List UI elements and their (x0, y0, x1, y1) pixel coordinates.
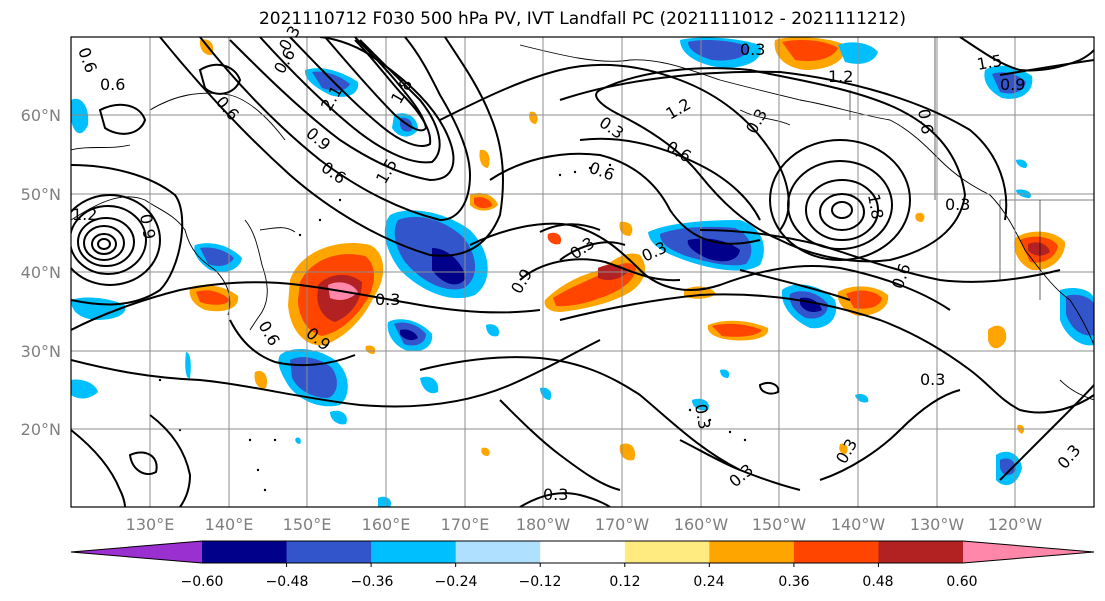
contour-label: 1.2 (828, 67, 853, 86)
negative-anomaly-fill (71, 37, 1094, 507)
contour-label: 0.3 (375, 290, 400, 309)
lat-tick-label: 20°N (21, 420, 61, 439)
colorbar-extend-high (963, 541, 1094, 563)
contour-label: 0.3 (945, 195, 970, 214)
colorbar-tick-label: −0.12 (519, 574, 562, 590)
positive-anomaly-fill (189, 37, 1066, 461)
lon-tick-label: 180°W (516, 515, 571, 534)
colorbar-tick-label: −0.48 (266, 574, 309, 590)
island-dots (158, 163, 747, 492)
colorbar-tick-label: −0.36 (351, 574, 394, 590)
contour-label: 0.6 (100, 75, 125, 94)
lon-tick-label: 130°W (910, 515, 965, 534)
contour-label: 0.3 (740, 40, 765, 59)
lon-tick-label: 150°E (283, 515, 332, 534)
colorbar-tick-label: 0.24 (693, 574, 724, 590)
coastlines (71, 37, 1094, 401)
colorbar-tick-label: −0.24 (435, 574, 478, 590)
colorbar-tick-label: 0.60 (946, 574, 977, 590)
contour-label: 1.5 (975, 51, 1003, 74)
contour-label: 1.2 (72, 205, 97, 224)
lon-tick-label: 170°W (595, 515, 650, 534)
lat-tick-labels: 20°N 30°N 40°N 50°N 60°N (21, 106, 61, 439)
lon-tick-label: 150°W (752, 515, 807, 534)
colorbar-outline (70, 540, 1095, 564)
lon-tick-label: 130°E (126, 515, 175, 534)
contour-label: 0.9 (1000, 75, 1025, 94)
contour-label: 0.3 (543, 485, 568, 504)
contour-label: 0.3 (691, 402, 714, 430)
colorbar-segment (540, 541, 626, 563)
colorbar-tick-label: 0.36 (778, 574, 809, 590)
colorbar-tick-label: −0.60 (181, 574, 224, 590)
lon-tick-label: 160°W (674, 515, 729, 534)
colorbar-segment (371, 541, 457, 563)
colorbar-segment (286, 541, 372, 563)
contour-label: 0.3 (920, 370, 945, 389)
colorbar-tick-label: 0.12 (609, 574, 640, 590)
colorbar-segment (624, 541, 710, 563)
lat-tick-label: 30°N (21, 342, 61, 361)
colorbar-segment (202, 541, 288, 563)
lat-tick-label: 50°N (21, 185, 61, 204)
pv-contours (71, 37, 1094, 507)
colorbar-tick-label: 0.48 (862, 574, 893, 590)
lon-tick-label: 140°W (831, 515, 886, 534)
colorbar (70, 540, 1095, 567)
colorbar-segment (709, 541, 795, 563)
lon-tick-label: 160°E (362, 515, 411, 534)
colorbar-segment (878, 541, 964, 563)
colorbar-extend-low (71, 541, 202, 563)
map-frame (70, 36, 1095, 508)
lon-tick-label: 170°E (441, 515, 490, 534)
colorbar-tick-labels: −0.60 −0.48 −0.36 −0.24 −0.12 0.12 0.24 … (181, 574, 978, 590)
contour-label: 0.6 (914, 107, 937, 135)
lat-tick-label: 60°N (21, 106, 61, 125)
lon-tick-label: 120°W (988, 515, 1043, 534)
colorbar-segment (455, 541, 541, 563)
lat-tick-label: 40°N (21, 263, 61, 282)
contour-label: 0.9 (136, 212, 159, 240)
chart-title: 2021110712 F030 500 hPa PV, IVT Landfall… (258, 9, 906, 29)
colorbar-segment (793, 541, 879, 563)
contour-label: 1.8 (864, 192, 887, 220)
lon-tick-label: 140°E (205, 515, 254, 534)
lon-tick-labels: 130°E 140°E 150°E 160°E 170°E 180°W 170°… (126, 515, 1043, 534)
